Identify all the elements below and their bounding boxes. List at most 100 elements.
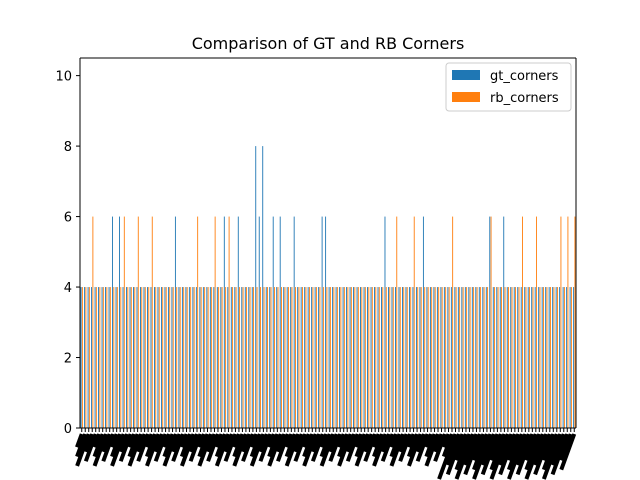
bar-rb-corners <box>448 287 450 428</box>
bar-rb-corners <box>511 287 513 428</box>
bar-rb-corners <box>284 287 286 428</box>
bar-gt-corners <box>164 287 166 428</box>
bar-rb-corners <box>120 287 122 428</box>
x-tick-label <box>127 433 144 467</box>
bar-rb-corners <box>536 216 537 428</box>
bar-rb-corners <box>158 287 160 428</box>
x-tick-label <box>371 433 381 448</box>
bar-rb-corners <box>144 287 146 428</box>
bar-rb-corners <box>179 287 181 428</box>
bar-rb-corners <box>326 287 328 428</box>
bar-rb-corners <box>375 287 377 428</box>
bar-rb-corners <box>553 287 555 428</box>
bar-rb-corners <box>302 287 303 428</box>
x-tick-label <box>302 433 318 467</box>
x-tick-label <box>206 433 220 462</box>
bar-gt-corners <box>185 287 187 428</box>
bar-rb-corners <box>490 216 492 428</box>
x-tick-label <box>197 433 206 448</box>
bar-gt-corners <box>335 287 337 428</box>
x-tick-label <box>319 433 329 448</box>
bar-gt-corners <box>195 287 197 428</box>
bar-gt-corners <box>531 287 533 428</box>
bar-gt-corners <box>328 287 330 428</box>
bar-rb-corners <box>410 287 412 428</box>
x-tick-label <box>337 433 353 467</box>
bar-gt-corners <box>422 216 424 428</box>
bar-gt-corners <box>230 287 232 428</box>
bar-gt-corners <box>398 287 400 428</box>
bar-rb-corners <box>127 287 129 428</box>
x-tick-label <box>258 433 273 462</box>
bar-gt-corners <box>105 287 106 428</box>
bar-rb-corners <box>151 216 153 428</box>
bar-gt-corners <box>279 216 281 428</box>
bar-rb-corners <box>364 287 366 428</box>
bar-gt-corners <box>534 287 536 428</box>
x-tick-label <box>372 433 385 458</box>
bar-gt-corners <box>167 287 169 428</box>
bar-gt-corners <box>566 287 568 428</box>
x-tick-label <box>498 433 517 476</box>
bar-gt-corners <box>478 287 480 428</box>
x-tick-label <box>284 433 301 467</box>
x-tick-label <box>153 433 168 462</box>
legend-swatch-rb-corners <box>452 92 480 102</box>
bar-rb-corners <box>570 287 572 428</box>
bar-rb-corners <box>214 216 216 428</box>
bar-rb-corners <box>371 287 373 428</box>
bar-gt-corners <box>464 287 466 428</box>
x-tick-label <box>118 433 130 453</box>
bar-gt-corners <box>126 287 127 428</box>
bar-gt-corners <box>286 287 288 428</box>
bar-rb-corners <box>494 287 496 428</box>
bar-rb-corners <box>518 287 520 428</box>
bar-gt-corners <box>412 287 414 428</box>
bar-gt-corners <box>150 287 152 428</box>
x-tick-label <box>454 433 472 471</box>
bar-rb-corners <box>85 287 87 428</box>
x-tick-label <box>445 433 465 476</box>
bar-rb-corners <box>378 287 380 428</box>
bar-gt-corners <box>468 287 470 428</box>
bar-rb-corners <box>445 287 447 428</box>
bar-gt-corners <box>213 287 215 428</box>
bar-gt-corners <box>220 287 222 428</box>
x-tick-label <box>380 433 392 453</box>
bar-rb-corners <box>560 216 562 428</box>
x-tick-label <box>92 433 102 448</box>
x-tick-label <box>480 433 500 476</box>
bar-rb-corners <box>392 287 394 428</box>
bar-rb-corners <box>563 287 565 428</box>
x-tick-label <box>232 433 248 467</box>
bar-rb-corners <box>242 287 244 428</box>
x-tick-label <box>310 433 325 462</box>
x-tick-label <box>533 433 552 476</box>
x-tick-label <box>162 433 178 467</box>
bar-gt-corners <box>300 287 302 428</box>
bar-gt-corners <box>517 287 519 428</box>
bar-gt-corners <box>555 287 557 428</box>
bar-rb-corners <box>106 287 108 428</box>
bar-rb-corners <box>225 287 227 428</box>
x-tick-label <box>541 433 559 471</box>
bar-gt-corners <box>374 287 375 428</box>
x-tick-label <box>101 433 116 462</box>
bar-rb-corners <box>532 287 534 428</box>
bar-rb-corners <box>308 287 310 428</box>
bar-rb-corners <box>525 287 527 428</box>
bar-rb-corners <box>176 287 178 428</box>
bar-rb-corners <box>123 216 125 428</box>
bar-rb-corners <box>385 287 387 428</box>
bar-rb-corners <box>452 216 454 428</box>
bar-rb-corners <box>483 287 485 428</box>
bar-gt-corners <box>251 287 253 428</box>
bar-gt-corners <box>520 287 522 428</box>
bar-gt-corners <box>154 287 155 428</box>
x-tick-label <box>145 433 161 467</box>
bar-rb-corners <box>165 287 167 428</box>
x-tick-label <box>127 433 140 458</box>
bar-gt-corners <box>272 216 274 428</box>
bar-gt-corners <box>244 287 246 428</box>
x-tick-label <box>241 433 255 462</box>
